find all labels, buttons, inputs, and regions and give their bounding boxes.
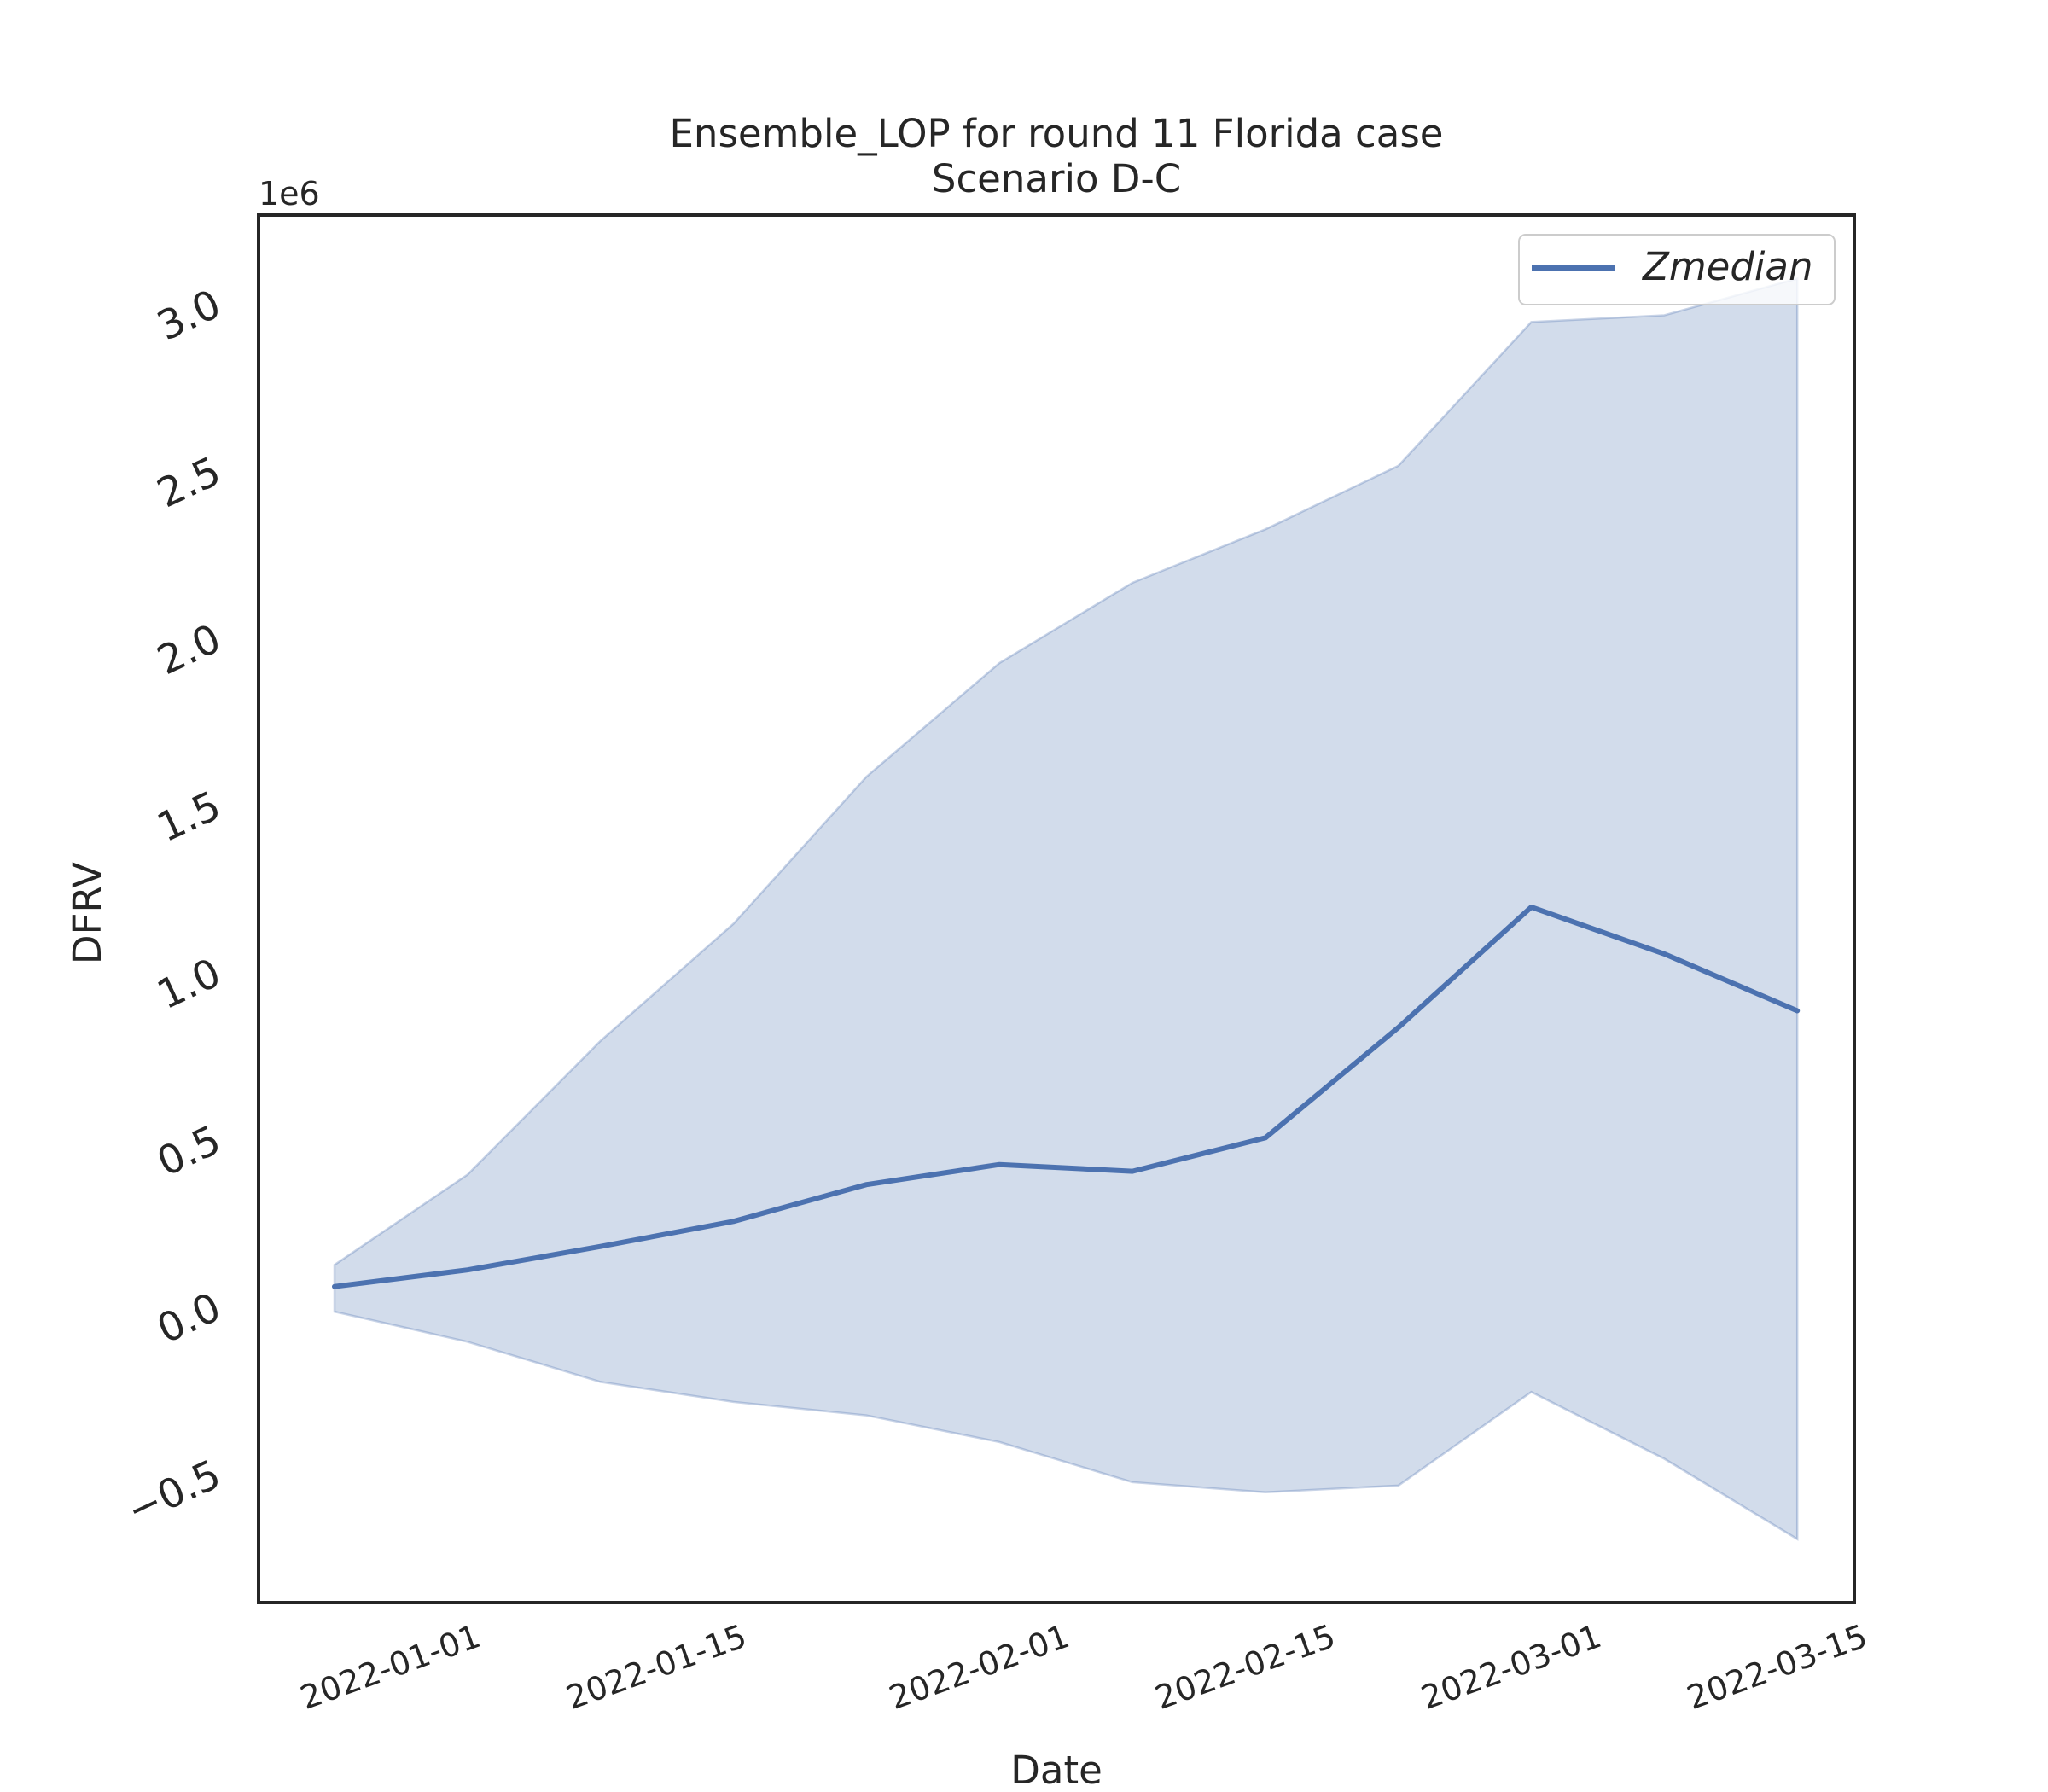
x-tick-label: 2022-02-15 bbox=[1150, 1617, 1341, 1717]
y-tick-label: −0.5 bbox=[119, 1451, 228, 1534]
y-axis-label: DFRV bbox=[65, 862, 110, 964]
legend-box bbox=[1518, 234, 1836, 305]
y-tick-label: 2.5 bbox=[150, 448, 228, 517]
x-tick-labels: 2022-01-01 2022-01-15 2022-02-01 2022-02-15… bbox=[295, 1617, 1872, 1717]
confidence-band bbox=[333, 276, 1799, 1541]
y-tick-label: 1.0 bbox=[150, 950, 228, 1019]
chart-subtitle: Scenario D-C bbox=[932, 156, 1181, 201]
y-tick-label: 3.0 bbox=[150, 281, 228, 350]
confidence-band-layer bbox=[333, 276, 1799, 1541]
x-axis-label: Date bbox=[1010, 1748, 1103, 1792]
y-tick-label: 0.0 bbox=[150, 1283, 228, 1353]
x-tick-label: 2022-03-01 bbox=[1417, 1617, 1607, 1717]
x-tick-label: 2022-03-15 bbox=[1682, 1617, 1872, 1717]
median-line-layer bbox=[332, 905, 1801, 1289]
x-tick-label: 2022-01-15 bbox=[561, 1617, 752, 1717]
y-tick-label: 0.5 bbox=[150, 1117, 228, 1186]
y-tick-label: 2.0 bbox=[150, 615, 228, 684]
y-tick-label: 1.5 bbox=[150, 783, 228, 852]
legend: Zmedian bbox=[1518, 234, 1836, 305]
chart-title: Ensemble_LOP for round 11 Florida case bbox=[669, 111, 1443, 156]
x-tick-label: 2022-02-01 bbox=[884, 1617, 1074, 1717]
legend-entry-zmedian: Zmedian bbox=[1642, 244, 1813, 289]
plot-frame bbox=[257, 213, 1856, 1604]
x-tick-label: 2022-01-01 bbox=[295, 1617, 486, 1717]
series-line-zmedian bbox=[332, 905, 1801, 1289]
y-tick-labels: −0.5 0.0 0.5 1.0 1.5 2.0 2.5 3.0 bbox=[119, 281, 228, 1534]
y-axis-offset-label: 1e6 bbox=[259, 175, 320, 212]
